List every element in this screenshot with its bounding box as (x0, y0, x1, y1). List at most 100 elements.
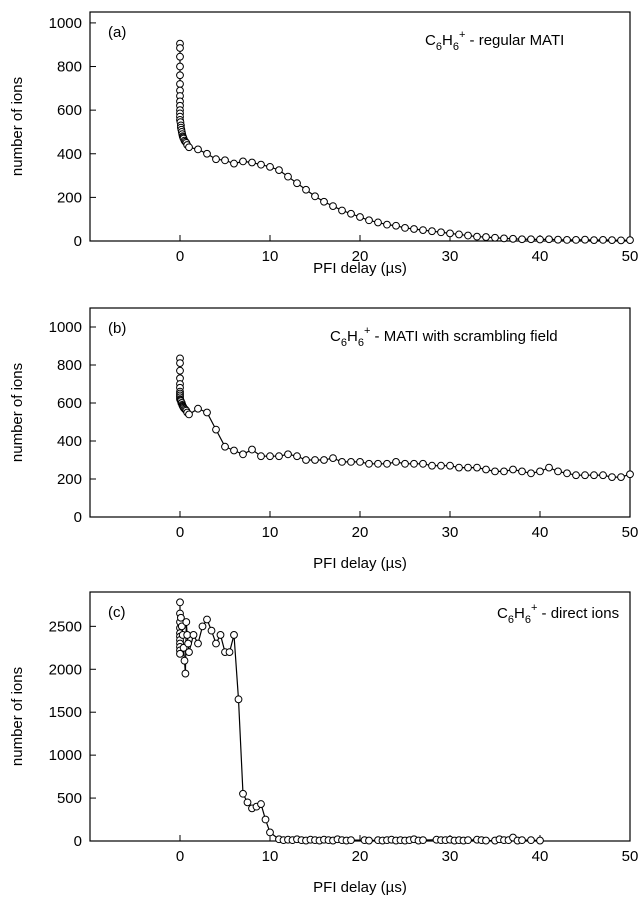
data-point (176, 649, 184, 658)
annotation-part: 6 (453, 41, 459, 53)
data-point (590, 236, 598, 245)
data-point (203, 615, 211, 624)
data-point (509, 234, 517, 243)
species-annotation: C6H6+ - MATI with scrambling field (330, 325, 558, 349)
data-point (212, 155, 220, 164)
data-point (446, 461, 454, 470)
data-point (329, 454, 337, 463)
data-point (203, 149, 211, 158)
annotation-part: + (459, 29, 465, 41)
data-point (608, 236, 616, 245)
x-tick-label: 0 (176, 848, 184, 865)
y-axis-label: number of ions (9, 667, 26, 766)
series-line (179, 358, 631, 478)
data-point (293, 452, 301, 461)
x-tick-label: 50 (622, 524, 639, 541)
data-point (320, 197, 328, 206)
data-point (176, 598, 184, 607)
data-point (581, 471, 589, 480)
data-point (518, 467, 526, 476)
x-tick-label: 50 (622, 248, 639, 265)
annotation-part: C (497, 605, 508, 622)
y-tick-label: 2500 (49, 618, 82, 635)
data-point (437, 461, 445, 470)
y-tick-label: 200 (57, 471, 82, 488)
y-tick-label: 400 (57, 433, 82, 450)
annotation-part: 6 (436, 41, 442, 53)
data-point (194, 145, 202, 154)
data-point (176, 366, 184, 375)
y-tick-label: 400 (57, 146, 82, 163)
annotation-part: 6 (341, 337, 347, 349)
data-point (182, 618, 191, 626)
x-tick-label: 30 (442, 524, 459, 541)
data-point (338, 458, 346, 466)
panel-label: (b) (108, 320, 126, 337)
y-tick-label: 1000 (49, 319, 82, 336)
data-point (248, 158, 256, 167)
data-point (185, 143, 193, 152)
y-tick-label: 800 (57, 357, 82, 374)
data-point (185, 648, 193, 656)
data-point (626, 470, 634, 479)
data-point (536, 235, 544, 244)
data-point (473, 463, 481, 472)
data-point (383, 459, 391, 468)
data-point (234, 695, 243, 704)
data-point (230, 446, 238, 455)
panel-2: 0 10 20 30 40 50 0 200 400 600 800 1000 PFI delay (µ… (9, 307, 639, 572)
x-tick-label: 30 (442, 848, 459, 865)
species-annotation: C6H6+ - direct ions (497, 602, 619, 626)
data-point (500, 234, 508, 243)
data-point (518, 836, 526, 845)
y-tick-label: 0 (74, 509, 82, 526)
x-axis-label: PFI delay (µs) (313, 555, 407, 572)
data-point (184, 639, 193, 648)
data-point (617, 236, 625, 245)
data-point (365, 836, 373, 845)
x-tick-label: 0 (176, 524, 184, 541)
plot-frame (89, 591, 631, 842)
data-point (536, 467, 544, 476)
data-point (518, 235, 526, 244)
y-tick-label: 1000 (49, 747, 82, 764)
y-tick-label: 600 (57, 102, 82, 119)
data-point (491, 467, 499, 476)
data-point (239, 157, 247, 166)
y-tick-label: 1500 (49, 704, 82, 721)
data-point (572, 471, 580, 480)
data-point (464, 836, 472, 845)
data-point (365, 216, 373, 225)
y-tick-label: 200 (57, 189, 82, 206)
data-point (365, 459, 373, 468)
x-tick-label: 10 (262, 248, 279, 265)
data-point (608, 473, 616, 482)
x-tick-label: 0 (176, 248, 184, 265)
data-point (536, 836, 544, 845)
data-point (392, 458, 400, 466)
data-point (482, 836, 490, 845)
data-point (374, 218, 382, 227)
data-point (419, 459, 427, 468)
annotation-part: H (514, 605, 525, 622)
data-point (356, 213, 364, 221)
data-point (239, 789, 247, 798)
data-point (320, 456, 328, 464)
annotation-part: 6 (358, 337, 364, 349)
data-point (239, 450, 247, 459)
data-point (176, 80, 184, 88)
data-point (338, 206, 346, 215)
panel-label: (a) (108, 24, 126, 41)
data-point (257, 800, 265, 808)
data-point (180, 656, 189, 665)
data-point (347, 836, 355, 845)
data-point (347, 209, 355, 218)
y-tick-label: 600 (57, 395, 82, 412)
data-point (410, 459, 418, 468)
y-tick-label: 0 (74, 233, 82, 250)
data-point (374, 459, 382, 468)
data-point (419, 836, 427, 845)
data-point (216, 631, 225, 639)
x-axis-label: PFI delay (µs) (313, 879, 407, 896)
